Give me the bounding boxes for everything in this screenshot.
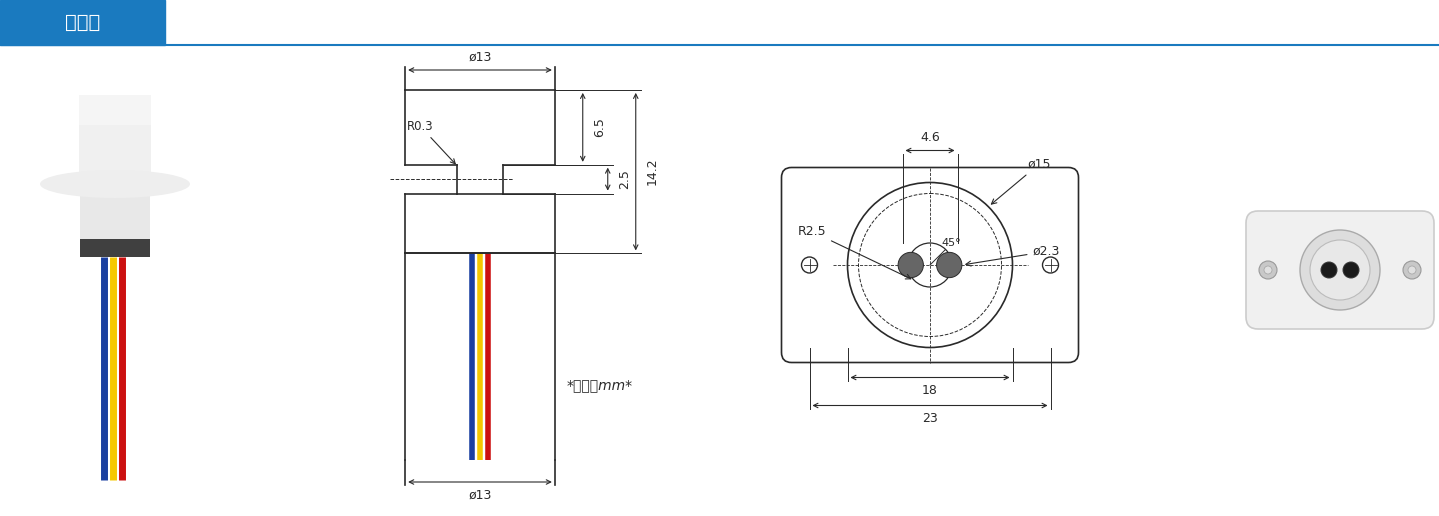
Text: 18: 18	[922, 384, 938, 397]
Text: ø13: ø13	[468, 489, 492, 502]
FancyBboxPatch shape	[1246, 211, 1435, 329]
Text: 45°: 45°	[941, 238, 961, 248]
Circle shape	[1299, 230, 1380, 310]
Text: 6.5: 6.5	[593, 118, 606, 137]
Text: ø13: ø13	[468, 51, 492, 63]
Circle shape	[1263, 266, 1272, 274]
Text: *单位：mm*: *单位：mm*	[567, 378, 633, 392]
Circle shape	[1321, 262, 1337, 278]
Circle shape	[1403, 261, 1420, 279]
Bar	[81, 184, 150, 239]
Circle shape	[898, 252, 924, 278]
Bar	[79, 95, 151, 125]
Text: ø15: ø15	[991, 157, 1050, 204]
Text: R0.3: R0.3	[407, 120, 455, 164]
Text: ø2.3: ø2.3	[966, 245, 1061, 266]
Ellipse shape	[40, 170, 190, 198]
Bar	[81, 239, 150, 257]
Text: 尺寸图: 尺寸图	[65, 13, 101, 32]
Circle shape	[1309, 240, 1370, 300]
Bar	[79, 95, 151, 185]
Text: 2.5: 2.5	[617, 169, 630, 189]
Circle shape	[1407, 266, 1416, 274]
Circle shape	[1343, 262, 1358, 278]
Text: R2.5: R2.5	[797, 225, 911, 279]
Bar	[0, 0, 165, 45]
Circle shape	[1259, 261, 1276, 279]
Circle shape	[937, 252, 961, 278]
Text: 14.2: 14.2	[646, 158, 659, 185]
Text: 23: 23	[922, 412, 938, 425]
Text: 4.6: 4.6	[920, 131, 940, 144]
